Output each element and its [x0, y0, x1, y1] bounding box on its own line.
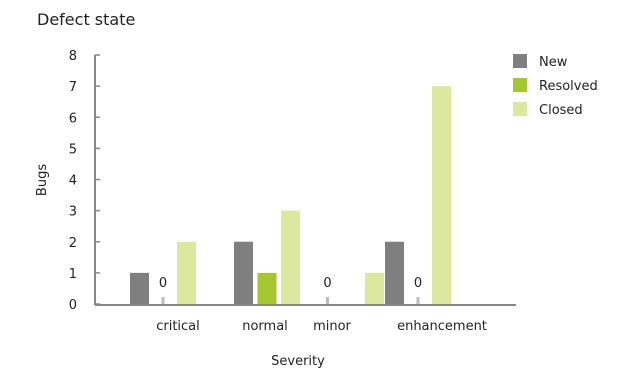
bar-closed-minor — [365, 272, 384, 304]
x-tick-label-critical: critical — [156, 319, 200, 334]
y-tick-label: 5 — [69, 142, 77, 157]
y-tick-label: 7 — [69, 80, 77, 95]
bar-closed-critical — [177, 241, 196, 304]
y-tick-label: 4 — [69, 174, 77, 189]
legend-swatch-new — [513, 54, 527, 68]
y-tick-label: 8 — [69, 49, 77, 64]
bar-closed-normal — [281, 210, 300, 304]
y-axis-title: Bugs — [35, 164, 50, 196]
y-tick-label: 2 — [69, 236, 77, 251]
legend-label-new: New — [539, 55, 568, 70]
zero-marker — [416, 297, 420, 304]
y-tick-label: 0 — [69, 298, 77, 313]
bar-new-enhancement — [385, 241, 404, 304]
bar-closed-enhancement — [432, 86, 451, 304]
data-label-zero: 0 — [159, 276, 167, 291]
chart-title: Defect state — [37, 10, 135, 29]
legend-label-resolved: Resolved — [539, 79, 598, 94]
bar-new-critical — [130, 272, 149, 304]
x-tick-label-minor: minor — [313, 319, 351, 334]
legend-swatch-closed — [513, 102, 527, 116]
zero-marker — [161, 297, 165, 304]
legend-swatch-resolved — [513, 78, 527, 92]
y-tick-label: 1 — [69, 267, 77, 282]
legend-label-closed: Closed — [539, 103, 583, 118]
data-label-zero: 0 — [323, 276, 331, 291]
x-tick-label-enhancement: enhancement — [397, 319, 487, 334]
data-label-zero: 0 — [414, 276, 422, 291]
zero-marker — [326, 297, 329, 304]
x-tick-label-normal: normal — [242, 319, 288, 334]
legend: New Resolved Closed — [513, 54, 598, 118]
y-tick-label: 3 — [69, 205, 77, 220]
y-tick-label: 6 — [69, 111, 77, 126]
plot-area: 0 1 2 3 4 5 6 7 8 0 0 0 critical normal minor enhanceme… — [69, 49, 516, 334]
bar-new-normal — [234, 241, 253, 304]
bar-resolved-normal — [257, 272, 277, 304]
x-axis-title: Severity — [271, 354, 325, 369]
